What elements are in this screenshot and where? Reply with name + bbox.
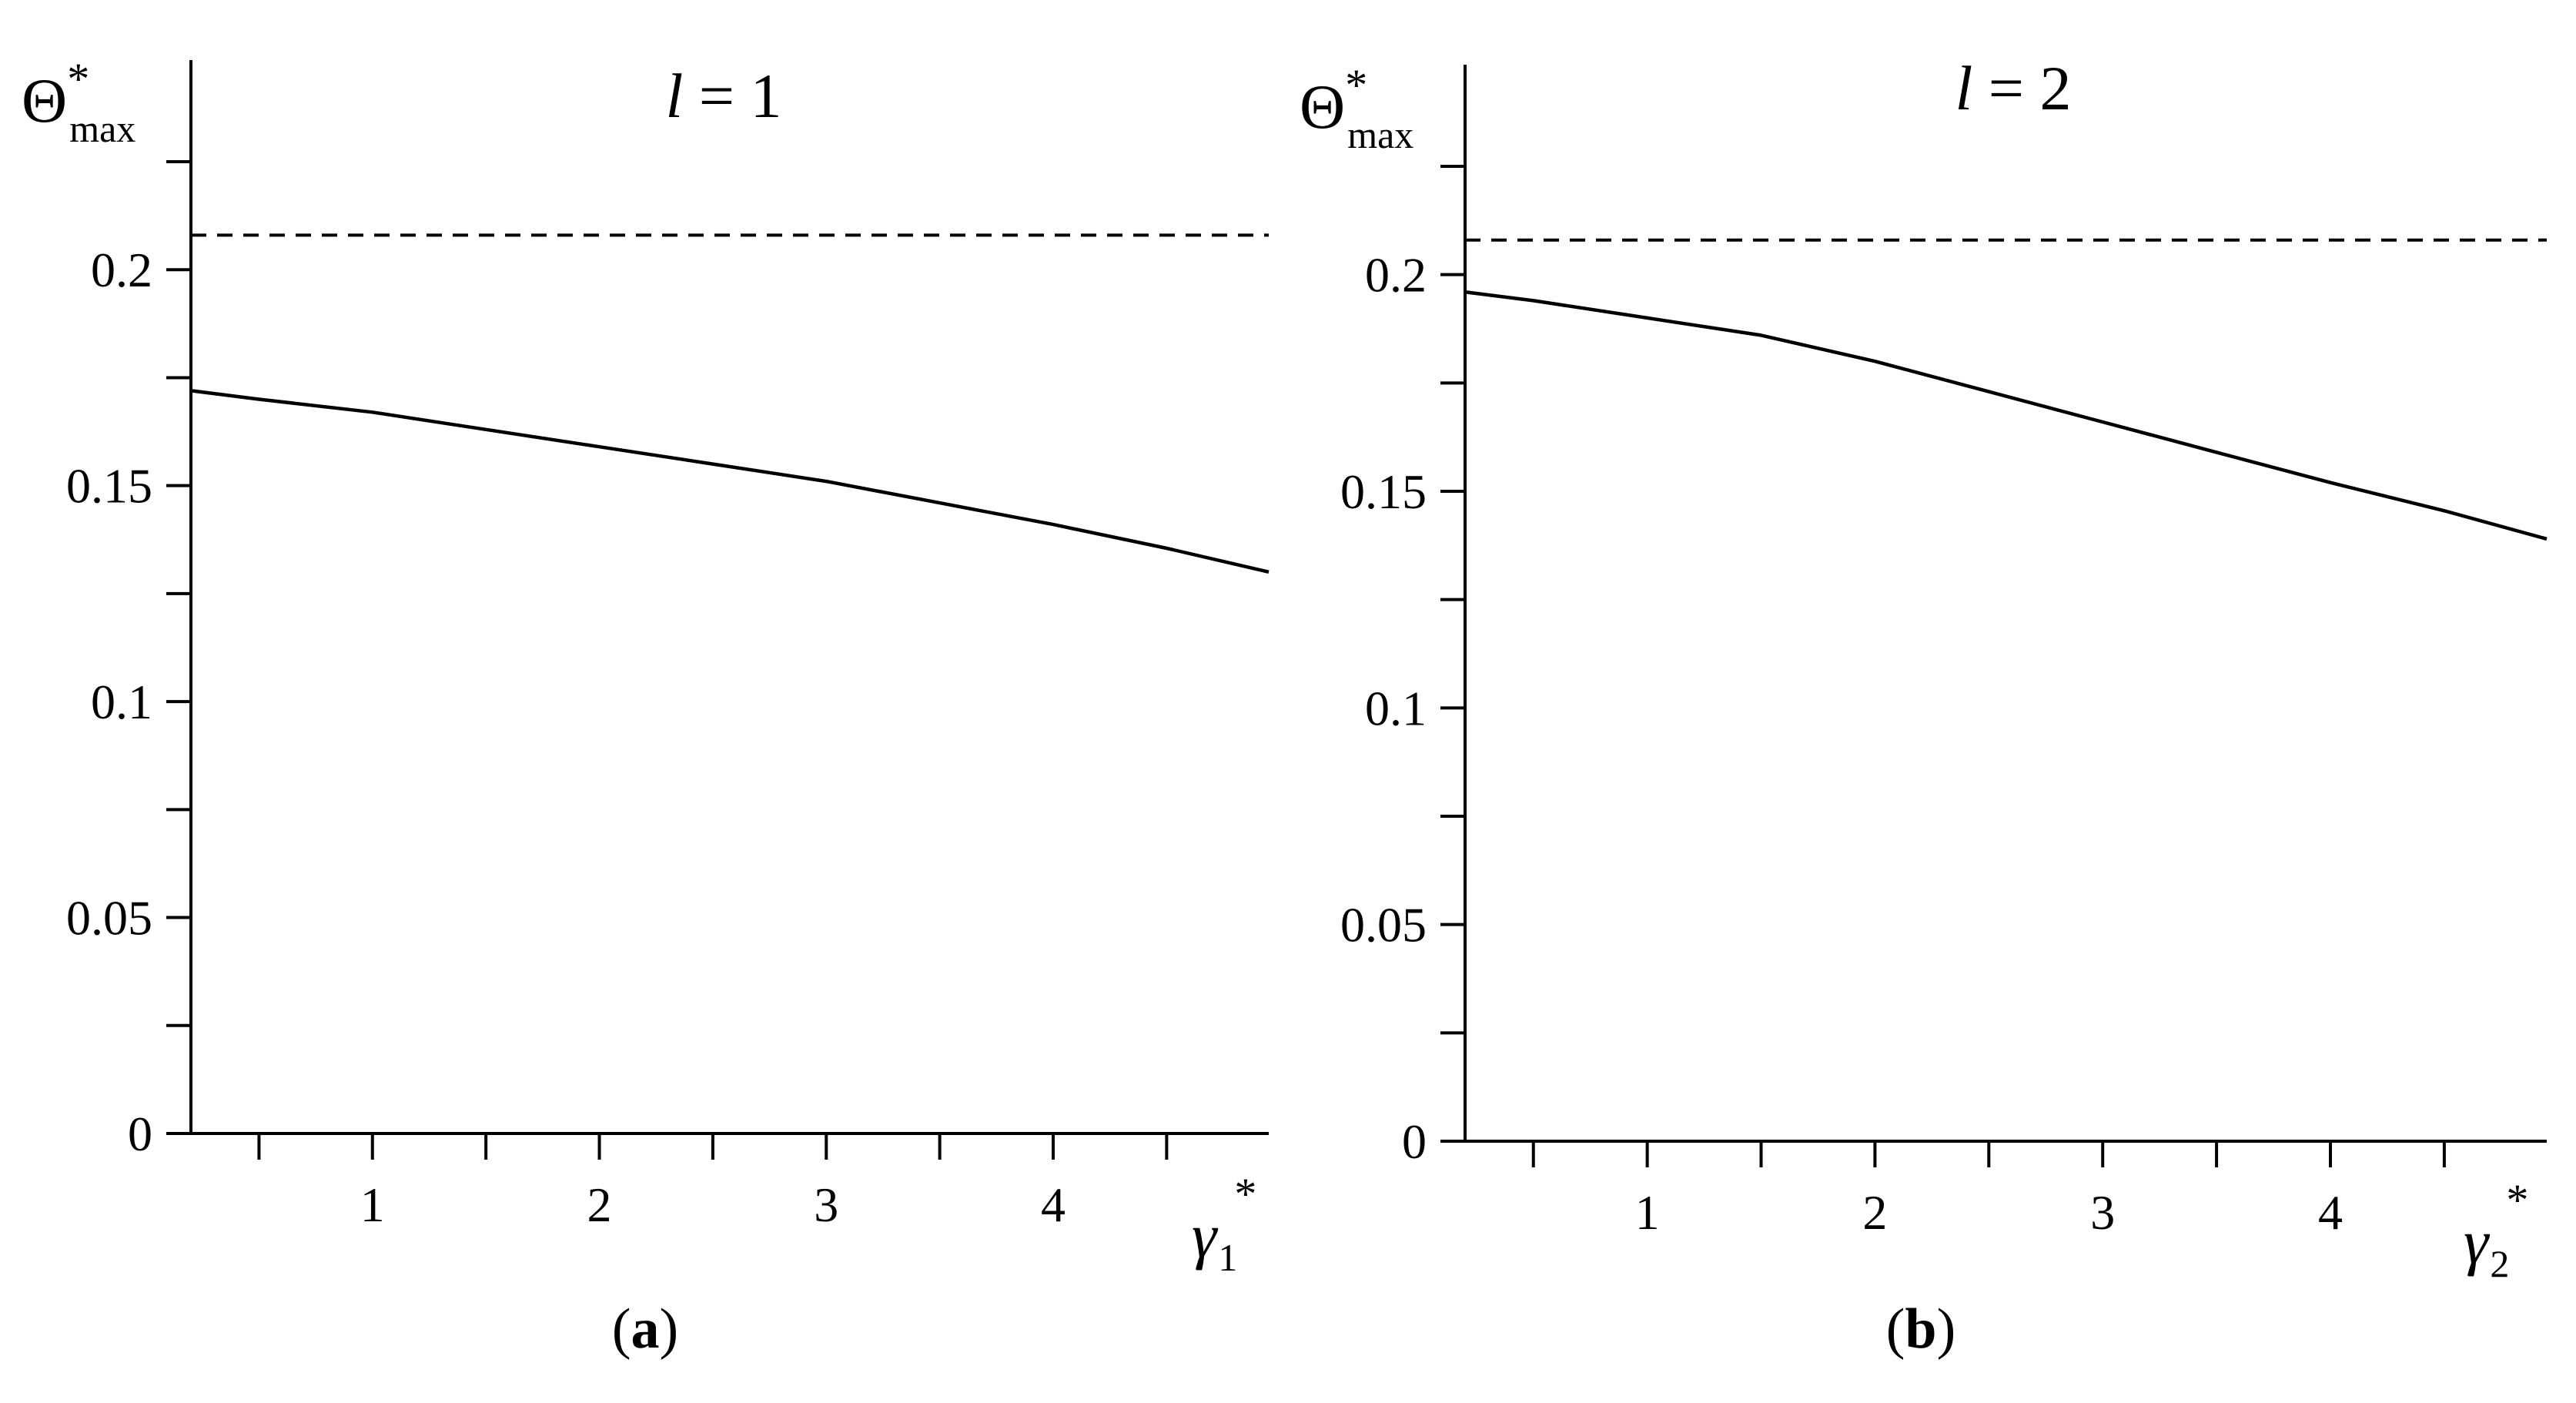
y-label-star: * <box>67 54 89 104</box>
panel-caption: (a) <box>612 1298 678 1361</box>
x-label-symbol: γ <box>2464 1207 2491 1277</box>
y-axis-label: Θ* max <box>22 54 135 150</box>
x-label-star: * <box>1234 1169 1256 1219</box>
title-equals: = <box>683 61 750 131</box>
x-label-star: * <box>2506 1175 2528 1225</box>
panel-caption: (b) <box>1886 1298 1955 1361</box>
x-tick-label: 2 <box>1862 1185 1887 1240</box>
title-equals: = <box>1972 53 2039 123</box>
y-tick-label: 0.05 <box>1340 898 1427 953</box>
x-label-subscript: 1 <box>1218 1236 1237 1279</box>
y-tick-label: 0.1 <box>91 675 152 729</box>
caption-open: ( <box>1886 1298 1905 1361</box>
y-label-subscript: max <box>1347 113 1413 156</box>
x-tick-label: 2 <box>587 1177 612 1232</box>
x-tick-label: 4 <box>2318 1185 2343 1240</box>
panel-title: l = 1 <box>665 61 781 131</box>
x-label-symbol: γ <box>1192 1200 1219 1271</box>
x-tick-label: 4 <box>1041 1177 1066 1232</box>
caption-letter: b <box>1905 1298 1936 1361</box>
x-tick-label: 3 <box>2090 1185 2115 1240</box>
y-axis-label: Θ* max <box>1300 60 1413 156</box>
caption-letter: a <box>631 1298 660 1361</box>
title-variable: l <box>665 61 683 131</box>
x-axis-label: γ2 * <box>2464 1175 2528 1285</box>
y-label-star: * <box>1345 60 1367 110</box>
y-tick-label: 0.1 <box>1365 681 1427 735</box>
title-value: 1 <box>751 61 782 131</box>
y-tick-label: 0.2 <box>1365 248 1427 303</box>
solid-series-line <box>190 389 1270 574</box>
y-tick-label: 0.05 <box>66 891 152 946</box>
title-value: 2 <box>2040 53 2072 123</box>
y-tick-label: 0.15 <box>66 459 152 514</box>
solid-series-line <box>1464 290 2548 541</box>
title-variable: l <box>1955 53 1972 123</box>
y-label-subscript: max <box>69 107 135 150</box>
x-axis-label: γ1 * <box>1192 1169 1256 1279</box>
y-tick-label: 0.2 <box>91 243 152 297</box>
caption-close: ) <box>1937 1298 1956 1361</box>
y-label-symbol: Θ <box>1300 72 1345 142</box>
y-label-symbol: Θ <box>22 65 67 136</box>
x-tick-label: 3 <box>814 1177 838 1232</box>
x-label-subscript: 2 <box>2490 1242 2509 1285</box>
y-tick-label: 0 <box>1402 1114 1427 1169</box>
y-tick-label: 0.15 <box>1340 464 1427 519</box>
panel-title: l = 2 <box>1955 53 2071 123</box>
x-tick-label: 1 <box>360 1177 385 1232</box>
x-tick-label: 1 <box>1635 1185 1660 1240</box>
caption-close: ) <box>660 1298 679 1361</box>
caption-open: ( <box>612 1298 631 1361</box>
y-tick-label: 0 <box>128 1107 152 1161</box>
